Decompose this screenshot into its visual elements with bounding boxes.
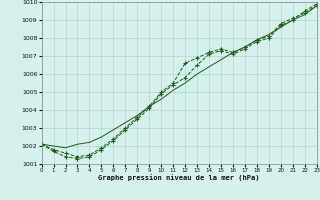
- X-axis label: Graphe pression niveau de la mer (hPa): Graphe pression niveau de la mer (hPa): [99, 175, 260, 181]
